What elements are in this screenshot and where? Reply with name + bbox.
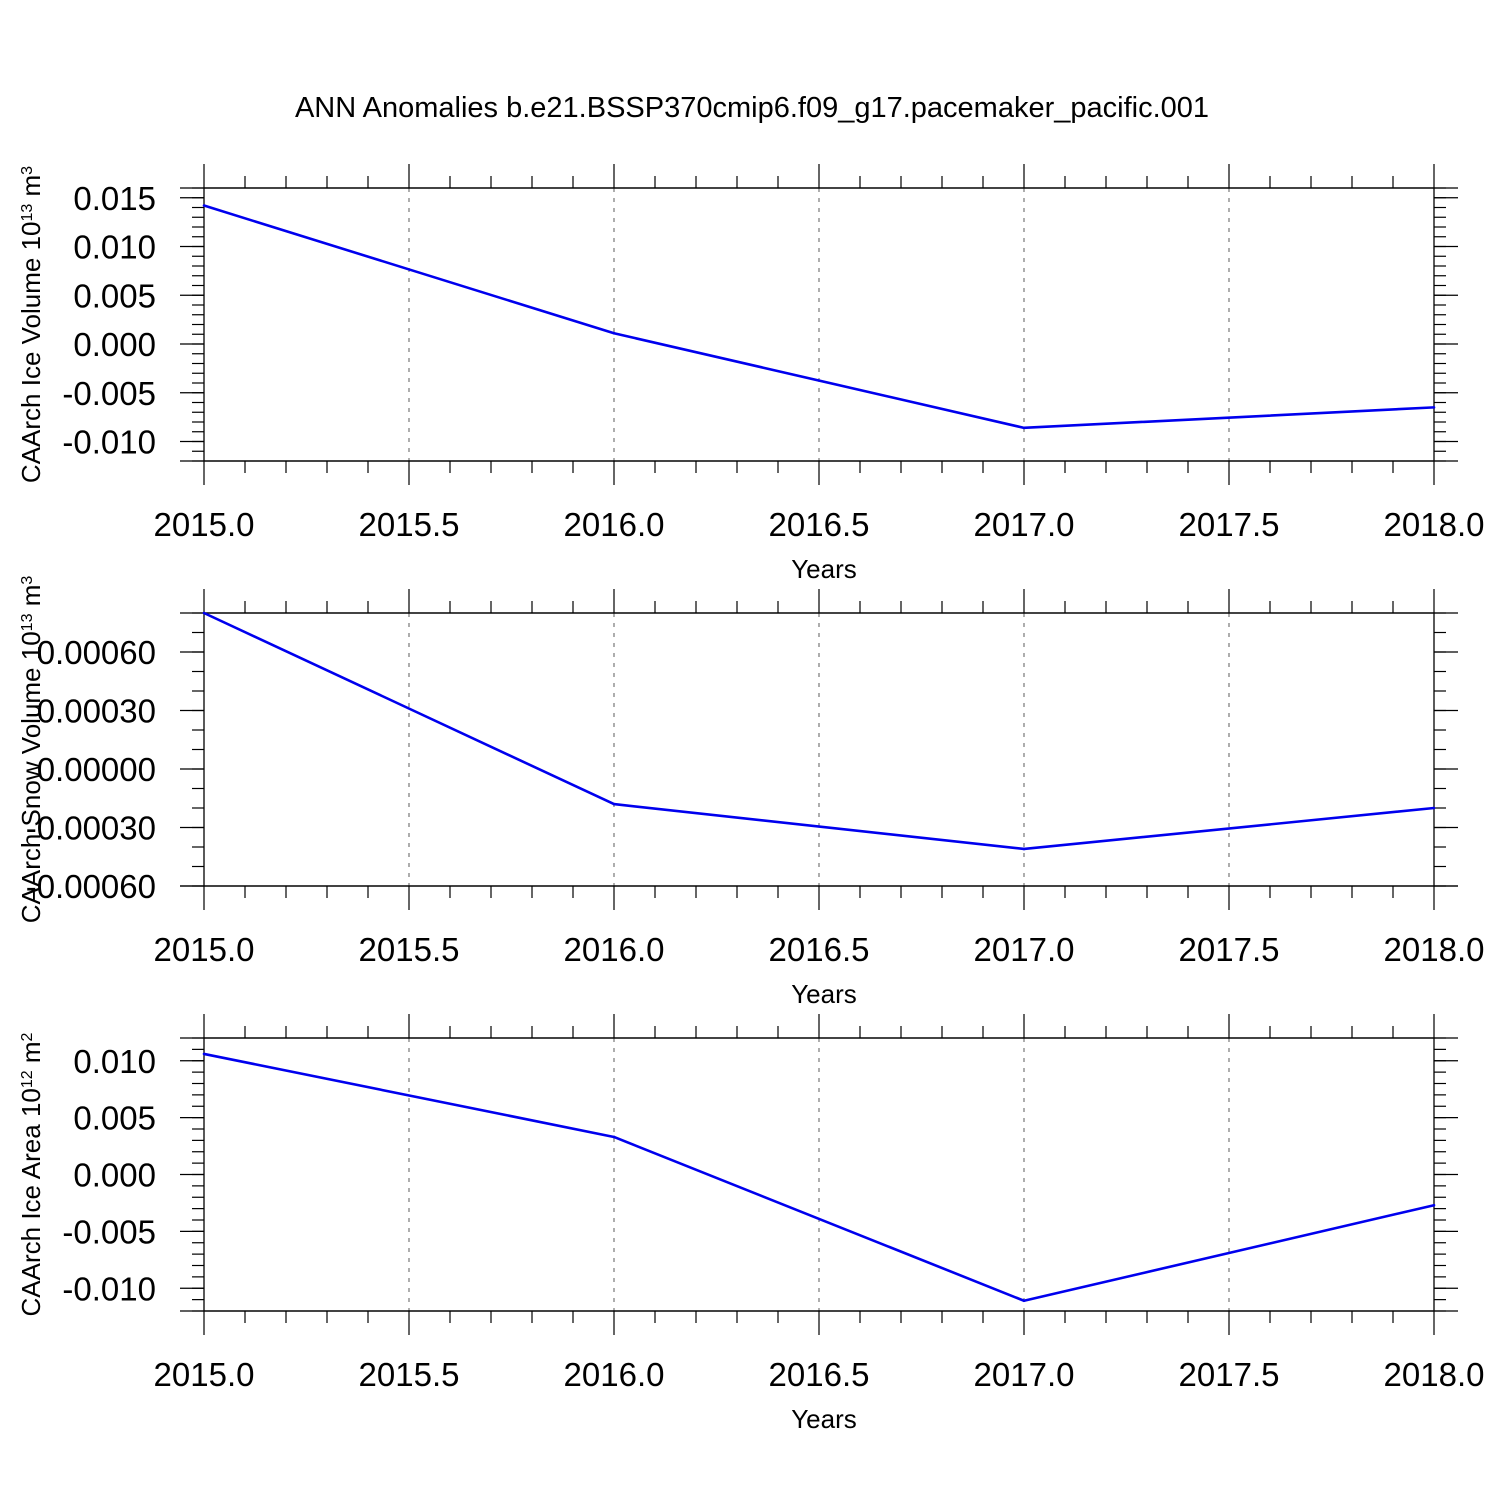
x-tick-label: 2015.5 <box>359 931 460 968</box>
data-point <box>612 331 616 335</box>
y-tick-label: -0.010 <box>62 1270 156 1307</box>
y-axis-label-text: m <box>16 1041 46 1070</box>
x-tick-label: 2018.0 <box>1384 931 1485 968</box>
y-tick-label: -0.005 <box>62 375 156 412</box>
data-point <box>612 1135 616 1139</box>
x-tick-label: 2015.0 <box>154 931 255 968</box>
data-point <box>1432 1203 1436 1207</box>
y-tick-label: -0.010 <box>62 424 156 461</box>
y-tick-label: 0.000 <box>73 326 156 363</box>
y-tick-label: 0.00030 <box>37 693 156 730</box>
data-point <box>1432 406 1436 409</box>
data-point <box>1022 847 1026 851</box>
y-axis-label-text: CAArch Ice Area 10 <box>16 1088 46 1316</box>
x-tick-label: 2015.5 <box>359 506 460 543</box>
x-tick-label: 2018.0 <box>1384 506 1485 543</box>
chart-title: ANN Anomalies b.e21.BSSP370cmip6.f09_g17… <box>295 92 1209 124</box>
x-tick-label: 2017.5 <box>1179 506 1280 543</box>
x-axis-label: Years <box>791 979 857 1009</box>
y-axis-label-superscript: 3 <box>19 166 36 175</box>
y-tick-label: 0.005 <box>73 277 156 314</box>
data-point <box>1022 426 1026 430</box>
y-axis-label: CAArch Ice Area 1012 m2 <box>16 1032 46 1316</box>
y-tick-label: 0.010 <box>73 1043 156 1080</box>
y-axis-label-superscript: 13 <box>19 613 36 631</box>
x-tick-label: 2016.0 <box>564 1356 665 1393</box>
y-axis-label-text: m <box>16 175 46 204</box>
panel-2: 2015.0 2015.5 2016.0 2016.5 2017.0 2017.5 2018… <box>16 576 1484 1009</box>
data-point <box>1432 806 1436 810</box>
y-tick-label: 0.005 <box>73 1100 156 1137</box>
y-tick-label: -0.00060 <box>26 868 156 905</box>
y-axis-label-superscript: 3 <box>19 576 36 585</box>
x-tick-label: 2017.0 <box>974 506 1075 543</box>
x-tick-label: 2016.5 <box>769 1356 870 1393</box>
series-line <box>203 611 1435 851</box>
x-tick-label: 2016.0 <box>564 931 665 968</box>
data-point <box>202 204 206 207</box>
series-line <box>203 1052 1435 1303</box>
x-tick-label: 2015.0 <box>154 1356 255 1393</box>
data-point <box>1022 1299 1026 1303</box>
x-tick-label: 2016.5 <box>769 931 870 968</box>
x-tick-label: 2017.0 <box>974 1356 1075 1393</box>
y-axis-label-superscript: 2 <box>19 1032 36 1041</box>
data-point <box>612 802 616 806</box>
y-axis-label-text: CAArch Ice Volume 10 <box>16 222 46 484</box>
data-point <box>202 1052 206 1056</box>
panel-3: 2015.0 2015.5 2016.0 2016.5 2017.0 2017.5 2018… <box>16 1014 1484 1434</box>
panels: 2015.0 2015.5 2016.0 2016.5 2017.0 2017.5 2018… <box>16 164 1484 1434</box>
x-tick-label: 2018.0 <box>1384 1356 1485 1393</box>
x-tick-label: 2016.0 <box>564 506 665 543</box>
x-tick-label: 2016.5 <box>769 506 870 543</box>
y-axis-label: CAArch Snow Volume 1013 m3 <box>16 576 46 924</box>
data-point <box>202 611 206 615</box>
x-tick-label: 2017.0 <box>974 931 1075 968</box>
x-tick-label: 2015.0 <box>154 506 255 543</box>
y-tick-label: -0.005 <box>62 1213 156 1250</box>
y-tick-label: 0.00060 <box>37 634 156 671</box>
x-tick-label: 2015.5 <box>359 1356 460 1393</box>
y-tick-label: 0.000 <box>73 1157 156 1194</box>
x-axis-label: Years <box>791 554 857 584</box>
y-axis-label-superscript: 13 <box>19 204 36 222</box>
y-axis-label-superscript: 12 <box>19 1070 36 1088</box>
panel-1: 2015.0 2015.5 2016.0 2016.5 2017.0 2017.5 2018… <box>16 164 1484 584</box>
y-tick-label: 0.010 <box>73 229 156 266</box>
y-tick-label: 0.00000 <box>37 751 156 788</box>
y-tick-label: -0.00030 <box>26 810 156 847</box>
series-line <box>203 204 1435 430</box>
y-tick-label: 0.015 <box>73 180 156 217</box>
y-axis-label-text: CAArch Snow Volume 10 <box>16 631 46 923</box>
x-tick-label: 2017.5 <box>1179 1356 1280 1393</box>
y-axis-label-text: m <box>16 585 46 614</box>
x-axis-label: Years <box>791 1404 857 1434</box>
y-axis-label: CAArch Ice Volume 1013 m3 <box>16 166 46 483</box>
x-tick-label: 2017.5 <box>1179 931 1280 968</box>
